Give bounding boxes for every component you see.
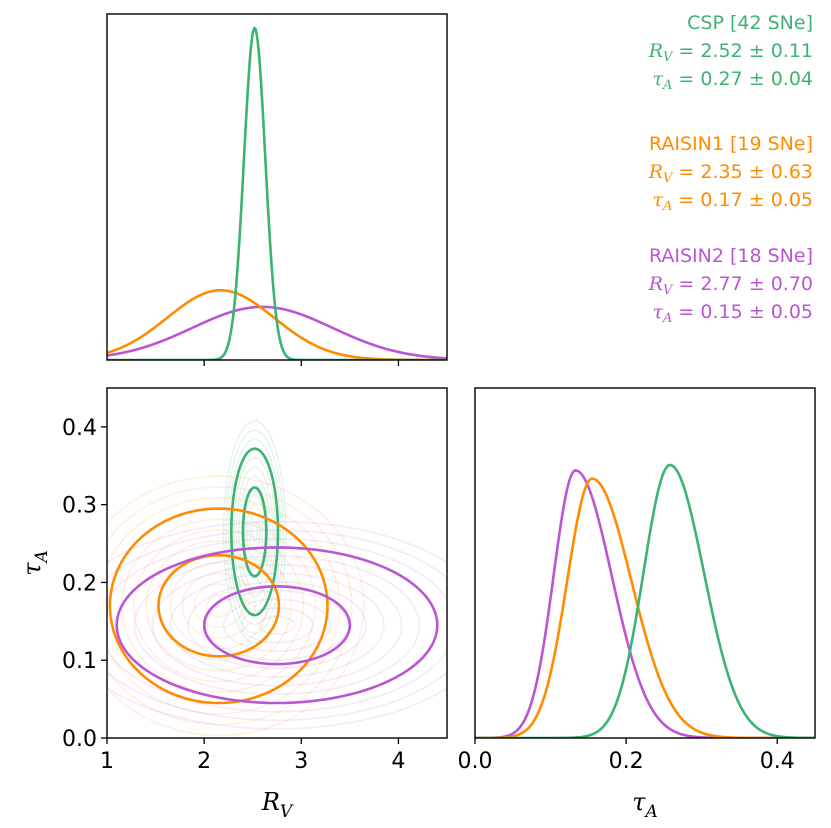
marginal-rv-frame [106, 13, 448, 361]
joint-contour-raisin1-2sigma [108, 507, 329, 705]
right-x-tick-label: 0.2 [609, 749, 644, 774]
legend-entry-raisin1: RAISIN1 [19 SNe] RV = 2.35 ± 0.63 τA = 0… [648, 133, 813, 214]
joint-x-tick-label: 2 [197, 749, 211, 774]
legend-tau-csp: τA = 0.27 ± 0.04 [652, 68, 813, 93]
joint-shade-raisin1 [107, 475, 365, 737]
joint-x-tick-label: 1 [100, 749, 114, 774]
joint-shade-csp [251, 521, 259, 542]
legend-entry-raisin2: RAISIN2 [18 SNe] RV = 2.77 ± 0.70 τA = 0… [648, 245, 813, 326]
joint-y-tick-label: 0.1 [62, 649, 97, 674]
joint-contour-raisin1-1sigma [157, 553, 281, 658]
joint-y-tick-label: 0.0 [62, 727, 97, 752]
right-x-tick-label: 0.0 [458, 749, 493, 774]
joint-shade-raisin1 [181, 572, 256, 639]
joint-shade-csp [248, 512, 261, 552]
joint-shade-csp [222, 420, 287, 644]
joint-shade-csp [246, 503, 264, 561]
legend-header-csp: CSP [42 SNe] [687, 12, 813, 34]
x-axis-label-rv: RV [261, 788, 294, 822]
joint-shade-raisin2 [133, 555, 421, 696]
joint-shade-raisin2 [187, 581, 367, 670]
joint-shade-raisin1 [205, 594, 232, 618]
legend-rv-raisin2: RV = 2.77 ± 0.70 [648, 273, 813, 298]
legend-rv-raisin1: RV = 2.35 ± 0.63 [648, 161, 813, 186]
joint-shade-raisin1 [107, 486, 353, 726]
legend-tau-raisin2: τA = 0.15 ± 0.05 [652, 301, 813, 326]
joint-y-tick-label: 0.4 [62, 416, 97, 441]
marginal-tau-panel: 0.0 0.2 0.4 τA [458, 387, 816, 822]
marginal-tau-frame [474, 387, 816, 739]
rv-density-raisin2 [107, 305, 447, 360]
joint-shade-csp [233, 457, 277, 607]
tau-density-csp [475, 463, 815, 738]
legend-tau-raisin1: τA = 0.17 ± 0.05 [652, 189, 813, 214]
joint-shade-raisin2 [258, 615, 296, 635]
joint-y-tick-label: 0.3 [62, 494, 97, 519]
tau-density-raisin1 [475, 477, 815, 738]
joint-shade-raisin1 [193, 583, 244, 629]
tau-density-raisin2 [475, 469, 815, 738]
joint-shade-raisin2 [151, 563, 403, 687]
y-axis-label-tau: τA [18, 550, 52, 576]
x-axis-label-tau: τA [632, 788, 658, 822]
joint-shade-raisin2 [240, 607, 314, 644]
legend-entry-csp: CSP [42 SNe] RV = 2.52 ± 0.11 τA = 0.27 … [648, 12, 813, 93]
joint-panel: 1 2 3 4 0.0 0.1 0.2 0.3 0.4 RV τA [18, 387, 448, 822]
joint-shade-raisin2 [222, 598, 332, 652]
legend: CSP [42 SNe] RV = 2.52 ± 0.11 τA = 0.27 … [648, 12, 813, 326]
joint-shade-csp [225, 429, 284, 635]
marginal-rv-panel [106, 13, 448, 366]
joint-shade-raisin2 [107, 529, 447, 722]
joint-shade-raisin2 [169, 572, 385, 678]
joint-shade-csp [238, 475, 272, 589]
joint-shade-raisin1 [107, 496, 341, 715]
legend-rv-csp: RV = 2.52 ± 0.11 [648, 40, 813, 65]
joint-shade-csp [227, 438, 282, 626]
joint-frame [106, 387, 448, 739]
joint-contour-raisin2-2sigma [115, 546, 439, 705]
rv-density-csp [107, 26, 447, 360]
joint-contour-csp-2sigma [230, 447, 280, 617]
right-x-tick-label: 0.4 [760, 749, 795, 774]
joint-contour-raisin2-1sigma [202, 585, 352, 666]
joint-shade-raisin1 [169, 561, 268, 650]
joint-x-tick-label: 3 [294, 749, 308, 774]
legend-header-raisin1: RAISIN1 [19 SNe] [649, 133, 813, 155]
joint-shade-raisin1 [133, 529, 305, 683]
joint-y-tick-label: 0.2 [62, 571, 97, 596]
legend-header-raisin2: RAISIN2 [18 SNe] [649, 245, 813, 267]
joint-shade-raisin2 [107, 537, 447, 713]
joint-x-tick-label: 4 [391, 749, 405, 774]
joint-shade-raisin2 [107, 520, 447, 730]
